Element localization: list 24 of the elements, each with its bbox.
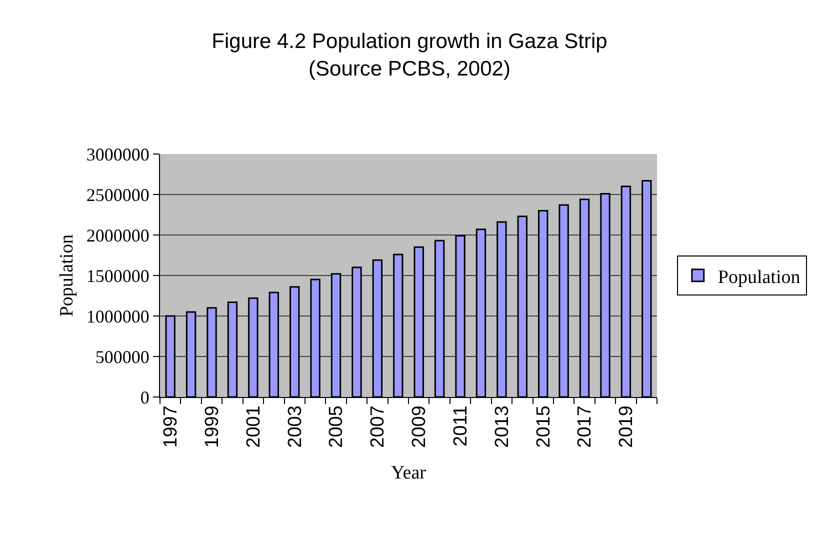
chart-title: Figure 4.2 Population growth in Gaza Strip (212, 30, 608, 54)
x-tick-label: 2003 (284, 406, 306, 448)
y-tick-label: 2500000 (86, 184, 150, 205)
y-tick-label: 1000000 (86, 306, 150, 326)
x-tick-label: 2019 (616, 406, 638, 448)
y-tick-label: 0 (140, 387, 150, 408)
x-tick-label: 2001 (243, 406, 264, 448)
x-axis-title: Year (390, 462, 427, 484)
x-tick-label: 2007 (368, 406, 389, 448)
chart-subtitle: (Source PCBS, 2002) (308, 58, 510, 81)
y-axis-title: Population (56, 234, 78, 317)
x-tick-label: 2015 (533, 406, 554, 448)
x-tick-label: 2017 (574, 406, 596, 448)
y-tick-label: 2000000 (86, 225, 150, 246)
x-tick-label: 2013 (492, 406, 513, 448)
x-tick-label: 1997 (160, 406, 182, 448)
x-tick-label: 2005 (326, 406, 348, 448)
y-tick-label: 500000 (95, 346, 150, 367)
x-tick-label: 2009 (409, 406, 430, 448)
y-tick-label: 3000000 (86, 144, 150, 164)
legend-label: Population (718, 266, 801, 288)
y-tick-label: 1500000 (86, 266, 150, 286)
x-tick-label: 1999 (202, 406, 223, 448)
x-tick-label: 2011 (450, 406, 472, 446)
